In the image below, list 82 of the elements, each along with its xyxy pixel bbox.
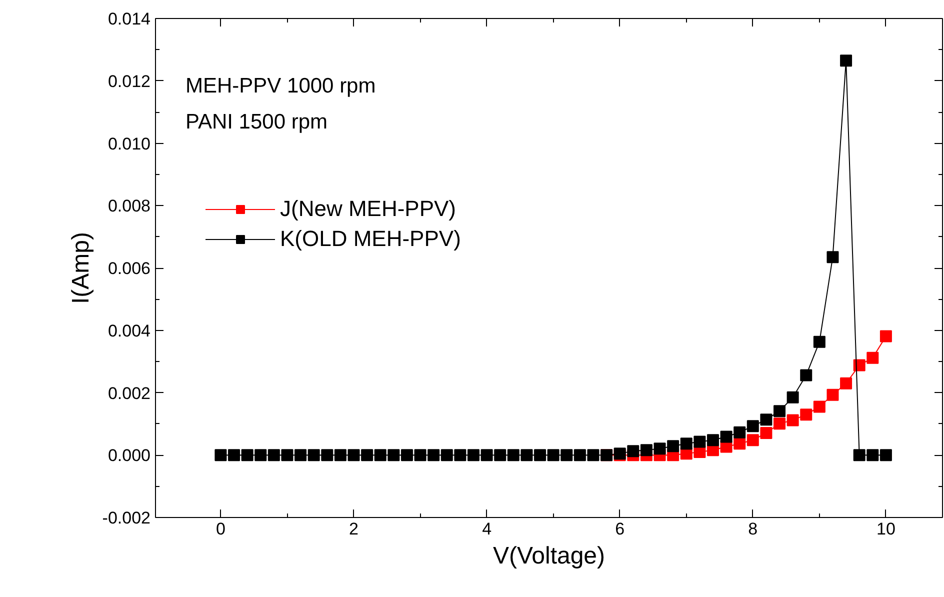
legend-label: J(New MEH-PPV) bbox=[280, 196, 456, 222]
x-tick-label: 10 bbox=[876, 520, 896, 538]
point bbox=[734, 438, 746, 450]
point bbox=[640, 444, 652, 456]
legend-label: K(OLD MEH-PPV) bbox=[280, 226, 461, 252]
point bbox=[254, 449, 267, 462]
point bbox=[627, 445, 640, 458]
point bbox=[520, 449, 533, 462]
point bbox=[734, 426, 746, 438]
x-tick-label: 0 bbox=[216, 520, 226, 538]
point bbox=[547, 449, 560, 462]
y-axis-title: I(Amp) bbox=[67, 232, 94, 304]
point bbox=[414, 449, 426, 462]
point bbox=[534, 449, 546, 462]
point bbox=[800, 408, 812, 421]
point bbox=[494, 449, 506, 462]
point bbox=[706, 434, 719, 446]
point bbox=[866, 449, 879, 462]
y-tick-label: 0.000 bbox=[108, 446, 151, 466]
point bbox=[774, 418, 786, 430]
point bbox=[746, 434, 759, 446]
point bbox=[774, 405, 786, 418]
point bbox=[760, 414, 772, 426]
annotation: MEH-PPV 1000 rpm bbox=[186, 74, 376, 98]
point bbox=[294, 449, 307, 462]
point bbox=[348, 449, 360, 462]
point bbox=[428, 449, 440, 462]
point bbox=[281, 449, 294, 462]
point bbox=[361, 449, 374, 462]
point bbox=[560, 449, 573, 462]
point bbox=[214, 449, 227, 462]
point bbox=[694, 436, 706, 448]
x-axis-title: V(Voltage) bbox=[492, 542, 606, 570]
y-tick-label: -0.002 bbox=[102, 508, 150, 528]
point bbox=[813, 400, 826, 413]
y-tick-label: 0.006 bbox=[108, 259, 151, 278]
y-tick-label: 0.002 bbox=[108, 384, 151, 403]
y-tick-label: 0.004 bbox=[108, 321, 151, 340]
point bbox=[454, 449, 466, 462]
point bbox=[720, 430, 732, 443]
x-tick-label: 8 bbox=[748, 520, 758, 538]
y-tick-label: 0.010 bbox=[108, 134, 151, 154]
point bbox=[786, 414, 799, 426]
y-tick-label: 0.008 bbox=[108, 196, 151, 216]
point bbox=[786, 391, 799, 404]
point bbox=[826, 251, 839, 264]
annotation: PANI 1500 rpm bbox=[186, 110, 328, 134]
point bbox=[308, 449, 320, 462]
x-tick-label: 4 bbox=[482, 520, 492, 538]
point bbox=[480, 449, 493, 462]
point bbox=[334, 449, 346, 462]
point bbox=[228, 449, 240, 462]
point bbox=[813, 336, 826, 348]
point bbox=[866, 352, 879, 364]
x-tick-label: 6 bbox=[615, 520, 625, 538]
point bbox=[680, 438, 692, 450]
point bbox=[654, 442, 666, 455]
point bbox=[507, 449, 520, 462]
point bbox=[840, 54, 852, 67]
point bbox=[574, 449, 586, 462]
point bbox=[440, 449, 453, 462]
point bbox=[374, 449, 386, 462]
y-tick-label: 0.014 bbox=[108, 10, 151, 28]
point bbox=[746, 420, 759, 432]
point bbox=[880, 449, 892, 462]
y-tick-label: 0.012 bbox=[108, 72, 151, 91]
point bbox=[268, 449, 280, 462]
point bbox=[853, 449, 866, 462]
point bbox=[321, 449, 334, 462]
point bbox=[800, 369, 812, 382]
x-tick-label: 2 bbox=[349, 520, 358, 538]
point bbox=[880, 330, 892, 342]
point bbox=[388, 449, 400, 462]
point bbox=[587, 449, 600, 462]
point bbox=[241, 449, 254, 462]
point bbox=[760, 426, 772, 439]
point bbox=[400, 449, 413, 462]
point bbox=[467, 449, 480, 462]
point bbox=[667, 440, 680, 452]
point bbox=[840, 377, 852, 390]
point bbox=[853, 359, 866, 372]
point bbox=[826, 388, 839, 401]
